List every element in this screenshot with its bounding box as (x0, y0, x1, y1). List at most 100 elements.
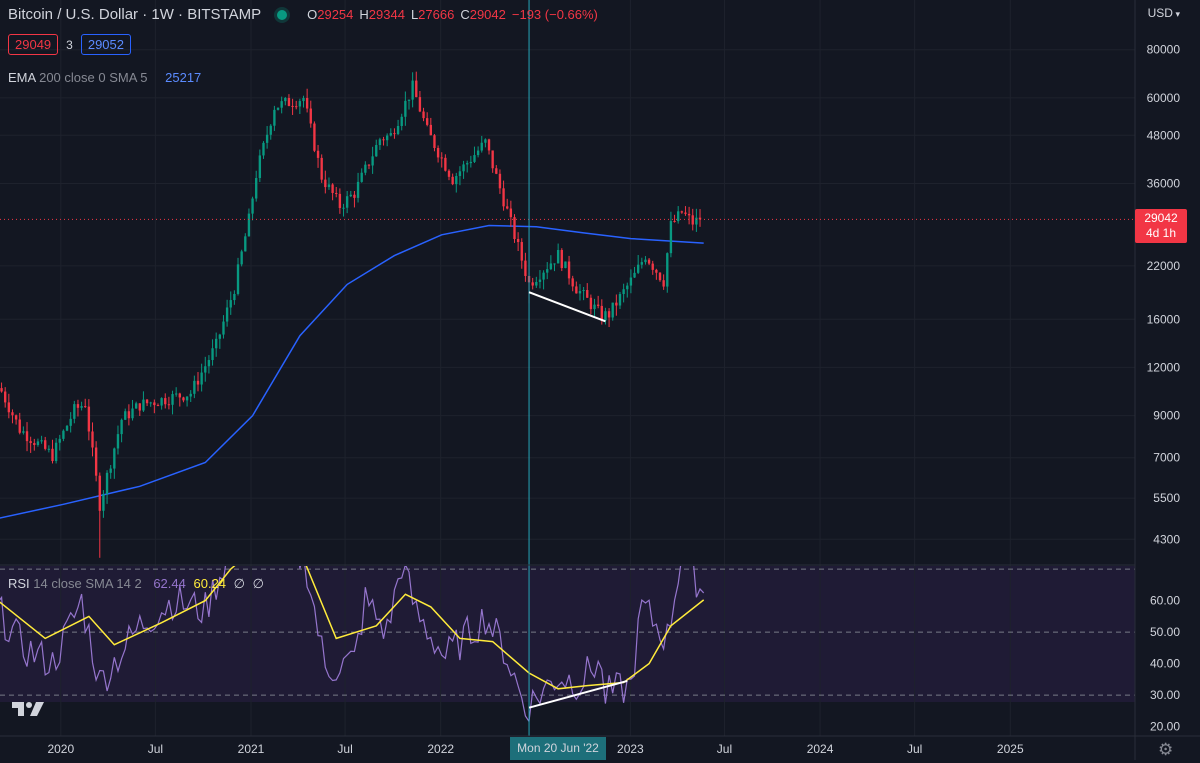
price-axis-label: 36000 (1147, 176, 1181, 190)
candle-body (415, 80, 418, 98)
candle-body (382, 139, 385, 141)
gear-icon[interactable]: ⚙ (1158, 740, 1174, 759)
candle-body (305, 98, 309, 109)
candle-body (324, 179, 327, 188)
candle-body (629, 277, 633, 286)
high-value: 29344 (368, 7, 405, 22)
x-tick-label: Jul (717, 742, 732, 756)
rsi-legend[interactable]: RSI 14 close SMA 14 2 62.44 60.24 ∅ ∅ (8, 576, 264, 592)
symbol-title[interactable]: Bitcoin / U.S. Dollar · 1W · BITSTAMP (8, 6, 262, 23)
candle-body (265, 134, 269, 143)
candle-body (331, 184, 334, 193)
price-axis-label: 9000 (1153, 409, 1180, 423)
candle-body (51, 448, 54, 462)
candle-body (258, 155, 262, 179)
spread-value: 3 (66, 37, 73, 52)
candle-body (491, 150, 494, 169)
rsi-axis-label: 60.00 (1150, 594, 1180, 608)
candle-body (375, 145, 378, 157)
candle-body (506, 206, 509, 209)
candle-body (647, 259, 651, 264)
candle-body (335, 192, 338, 194)
candle-body (651, 263, 654, 270)
candle-body (684, 212, 687, 214)
candle-body (149, 402, 152, 404)
candle-body (593, 304, 596, 310)
buy-button[interactable]: 29052 (80, 34, 131, 55)
candle-body (582, 290, 585, 292)
candle-body (422, 111, 425, 119)
market-status-dot-icon (277, 9, 288, 20)
candle-body (102, 493, 105, 511)
candle-body (309, 108, 312, 124)
candle-body (447, 170, 451, 177)
rsi-legend-extra-2: ∅ (252, 576, 264, 591)
candle-body (145, 399, 149, 404)
candle-body (33, 443, 36, 446)
candle-body (578, 291, 582, 294)
candle-body (251, 198, 254, 214)
candle-body (509, 208, 513, 218)
price-axis-label: 60000 (1147, 91, 1181, 105)
candle-body (396, 125, 400, 135)
tradingview-logo-icon[interactable] (12, 700, 46, 721)
candle-body (462, 164, 465, 172)
candle-body (618, 294, 622, 306)
candle-body (556, 250, 560, 264)
candle-body (94, 447, 98, 476)
candle-body (36, 441, 40, 446)
candle-body (134, 403, 138, 409)
change-value: −193 (−0.66%) (511, 7, 598, 22)
candle-body (247, 213, 251, 237)
ema-legend[interactable]: EMA 200 close 0 SMA 5 25217 (8, 70, 201, 85)
candle-body (604, 311, 607, 321)
candle-body (222, 321, 225, 335)
x-tick-label: Jul (337, 742, 352, 756)
candle-body (502, 188, 505, 207)
candle-body (407, 99, 411, 101)
candle-body (360, 172, 363, 182)
candle-body (633, 272, 636, 278)
candle-body (644, 259, 647, 263)
sell-button[interactable]: 29049 (8, 34, 59, 55)
low-key: L (410, 7, 419, 22)
candle-body (655, 269, 658, 273)
candle-body (535, 281, 538, 286)
candle-body (356, 181, 360, 198)
candle-body (495, 168, 498, 174)
candle-body (513, 217, 516, 240)
candle-body (436, 147, 440, 158)
x-tick-label: 2023 (617, 742, 644, 756)
candle-body (371, 156, 374, 166)
candle-body (131, 408, 134, 419)
candle-body (182, 397, 185, 401)
candle-body (127, 411, 131, 419)
candle-body (385, 135, 389, 141)
candle-body (338, 193, 342, 209)
candle-body (287, 97, 291, 106)
symbol-legend[interactable]: Bitcoin / U.S. Dollar · 1W · BITSTAMP O2… (8, 6, 598, 23)
candle-body (400, 116, 403, 126)
candle-body (225, 307, 229, 322)
candle-body (404, 100, 407, 117)
candle-body (174, 393, 178, 395)
candle-body (262, 142, 265, 156)
candle-body (171, 394, 174, 405)
candle-body (622, 289, 625, 295)
candle-body (156, 405, 160, 407)
candle-body (687, 213, 691, 216)
candle-body (498, 173, 502, 189)
ema-legend-value: 25217 (165, 70, 202, 85)
candle-body (22, 431, 25, 433)
candle-body (105, 472, 109, 494)
candle-body (44, 440, 47, 449)
currency-selector[interactable]: USD (1148, 6, 1180, 20)
candle-body (487, 139, 491, 151)
price-axis-label: 7000 (1153, 451, 1180, 465)
candle-body (691, 215, 694, 225)
candle-body (473, 155, 476, 162)
candle-body (589, 297, 593, 310)
candle-body (564, 261, 567, 269)
